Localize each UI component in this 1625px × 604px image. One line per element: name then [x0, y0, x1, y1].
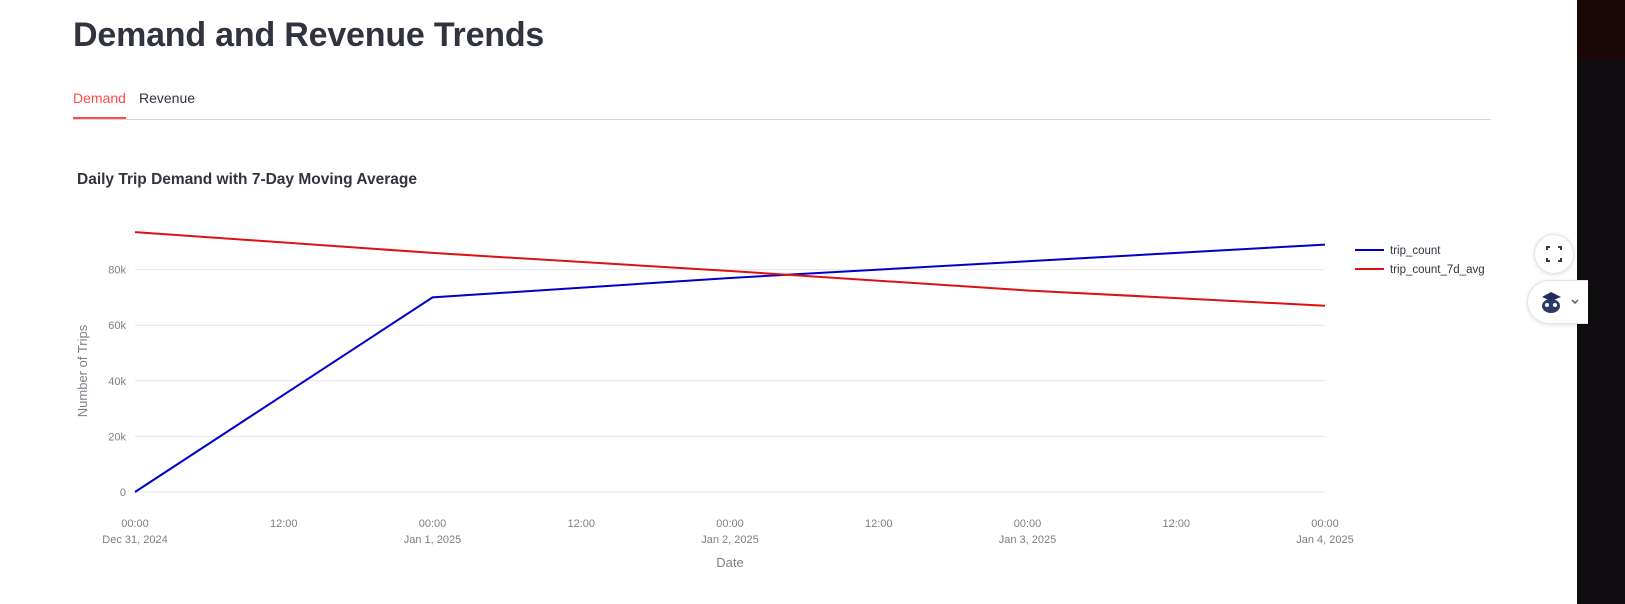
- legend-label-trip_count: trip_count: [1390, 245, 1441, 257]
- x-tick-label: 00:00: [1014, 518, 1042, 530]
- x-tick-label: 00:00: [121, 518, 149, 530]
- x-axis-title: Date: [716, 555, 743, 570]
- tab-bar: Demand Revenue: [73, 87, 1491, 120]
- x-tick-date-label: Dec 31, 2024: [102, 534, 167, 546]
- x-tick-label: 12:00: [1162, 518, 1190, 530]
- x-tick-label: 12:00: [567, 518, 595, 530]
- x-tick-label: 12:00: [270, 518, 298, 530]
- tab-demand[interactable]: Demand: [73, 90, 126, 119]
- x-tick-date-label: Jan 2, 2025: [701, 534, 759, 546]
- series-line-trip_count_7d_avg: [134, 231, 1326, 307]
- avatar-icon: [1542, 292, 1579, 313]
- x-tick-date-label: Jan 4, 2025: [1296, 534, 1354, 546]
- y-tick-label: 60k: [108, 320, 126, 332]
- x-tick-label: 00:00: [716, 518, 744, 530]
- line-chart: 0 20k 40k 60k 80k 00:00 Dec 31, 2024 12:00 00:00…: [75, 231, 1485, 570]
- series-line-trip_count: [134, 243, 1326, 493]
- chevron-down-icon: [1571, 299, 1579, 304]
- y-tick-label: 40k: [108, 376, 126, 388]
- avatar-button[interactable]: [1527, 280, 1588, 324]
- x-tick-label: 00:00: [419, 518, 447, 530]
- chart-title: Daily Trip Demand with 7-Day Moving Aver…: [77, 171, 417, 188]
- page-title: Demand and Revenue Trends: [73, 16, 545, 54]
- y-tick-label: 80k: [108, 265, 126, 277]
- y-axis-title: Number of Trips: [75, 324, 90, 417]
- y-tick-label: 20k: [108, 431, 126, 443]
- screenshot-icon: [1546, 246, 1562, 262]
- x-tick-label: 00:00: [1311, 518, 1339, 530]
- y-tick-label: 0: [120, 487, 126, 499]
- side-rail-top: [1577, 0, 1625, 60]
- screenshot-button[interactable]: [1534, 234, 1574, 274]
- x-tick-date-label: Jan 3, 2025: [999, 534, 1057, 546]
- x-tick-label: 12:00: [865, 518, 893, 530]
- tab-revenue[interactable]: Revenue: [139, 90, 196, 106]
- legend-label-trip_count_7d_avg: trip_count_7d_avg: [1390, 264, 1485, 276]
- x-tick-date-label: Jan 1, 2025: [404, 534, 462, 546]
